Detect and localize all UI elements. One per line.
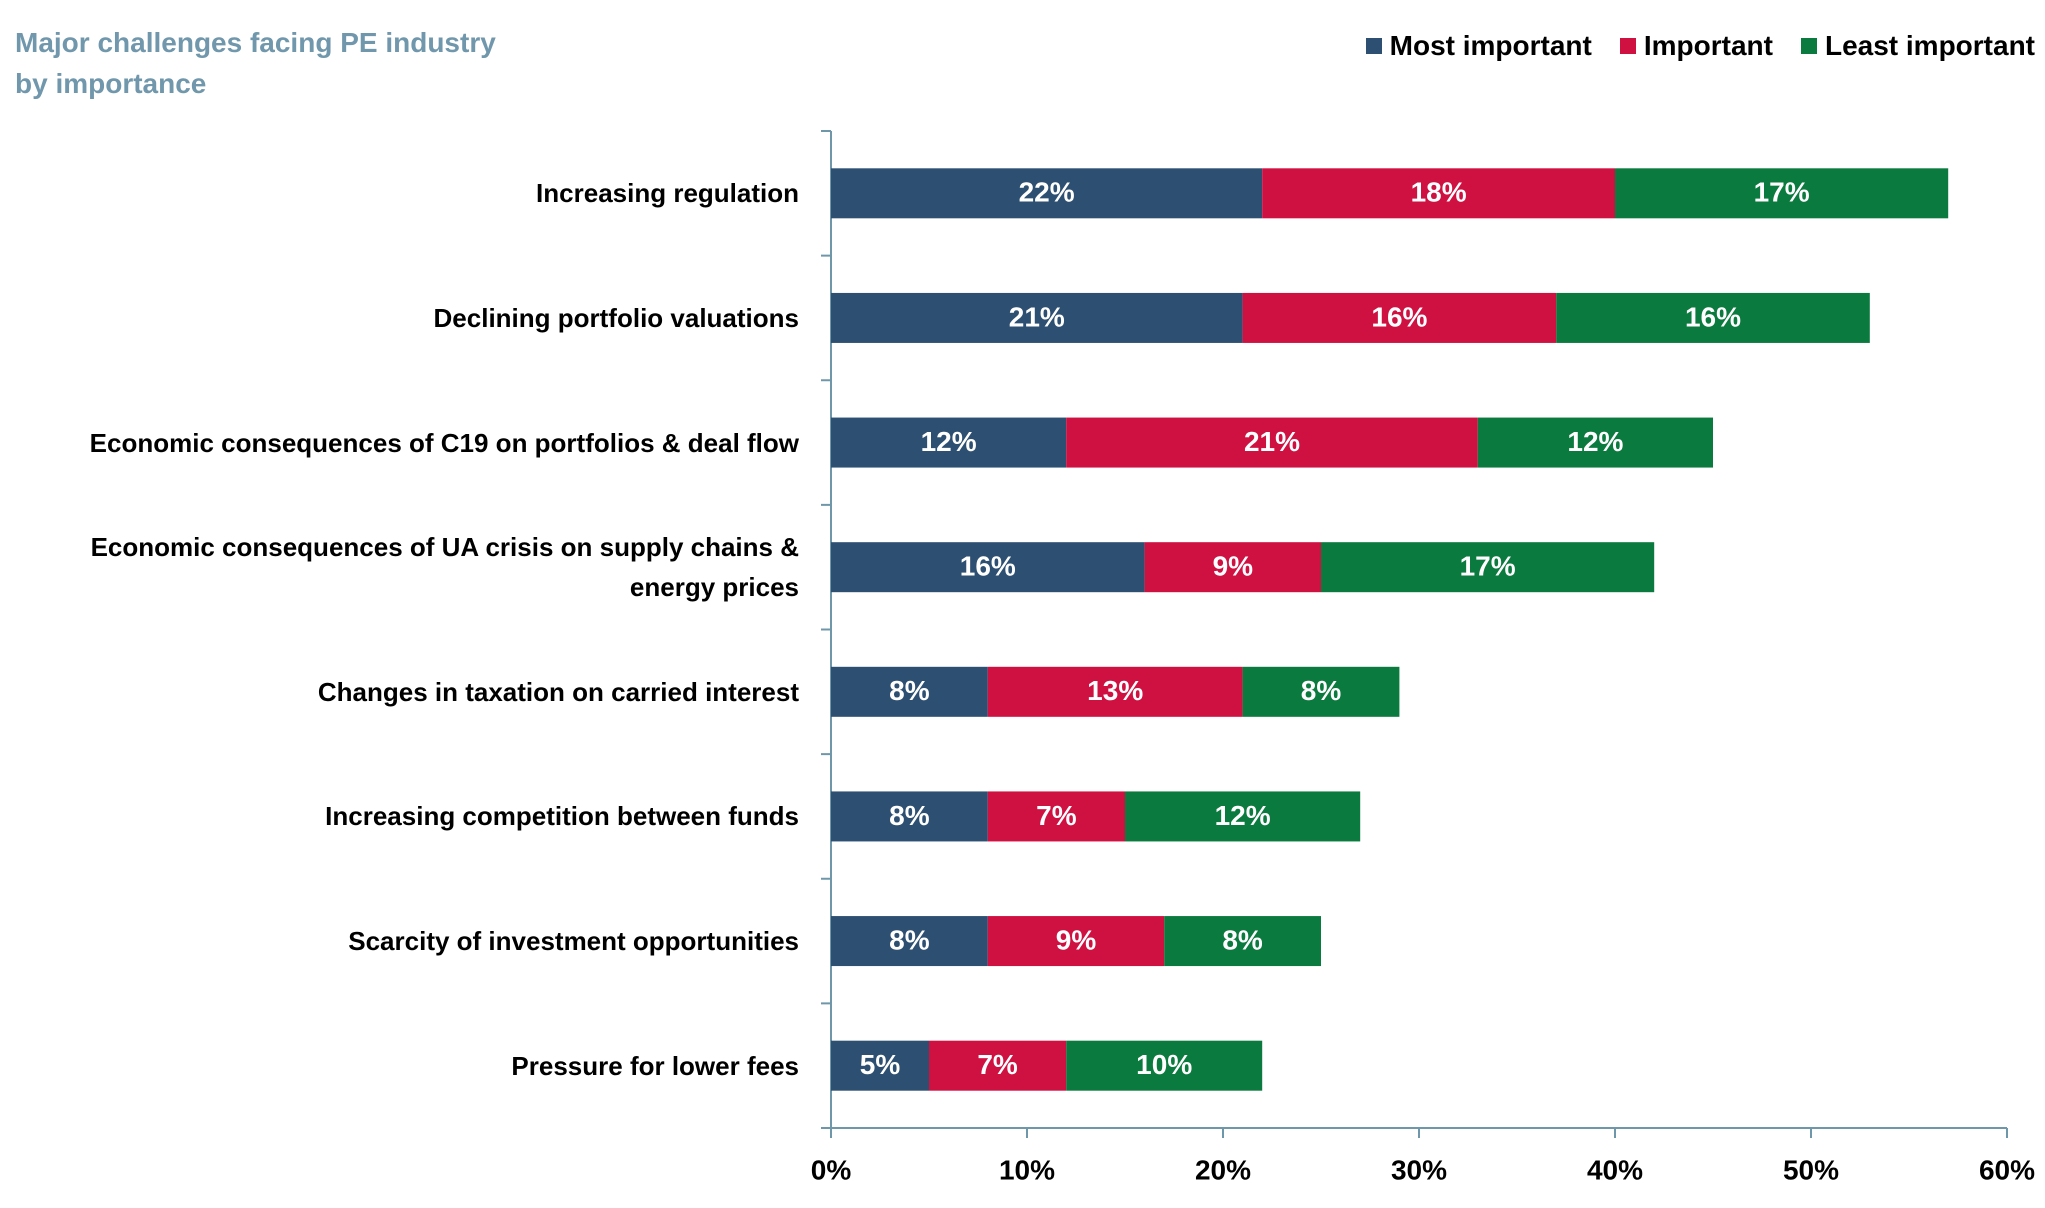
value-label: 5% [860,1049,901,1080]
category-label: Pressure for lower fees [511,1050,799,1081]
value-label: 16% [1371,301,1427,332]
bar-segment [831,168,1263,219]
x-tick-label: 60% [1979,1154,2035,1185]
value-label: 8% [1222,924,1263,955]
legend: Most important Important Least important [1365,30,2035,62]
legend-item: Important [1619,30,1773,62]
category-label: Economic consequences of C19 on portfoli… [89,427,799,458]
legend-item: Least important [1800,30,2035,62]
value-label: 16% [1685,301,1741,332]
value-label: 8% [889,675,930,706]
bar-segment [1615,168,1949,219]
value-label: 21% [1244,426,1300,457]
bar-segment [929,1040,1067,1091]
value-label: 21% [1009,301,1065,332]
bar-segment [1242,666,1400,717]
category-label: Increasing competition between funds [325,801,799,832]
legend-label: Important [1643,30,1773,61]
bar-segment [1242,292,1557,343]
bar-segment [831,916,988,967]
bar-segment [1477,417,1713,468]
value-label: 8% [889,924,930,955]
chart-title: Major challenges facing PE industry by i… [15,27,496,99]
value-label: 16% [960,551,1016,582]
x-tick-label: 40% [1587,1154,1643,1185]
bar-segment [1321,542,1655,593]
bar-segment [1556,292,1870,343]
x-tick-label: 20% [1195,1154,1251,1185]
category-label: Declining portfolio valuations [433,302,799,333]
bar-segment [1066,1040,1263,1091]
value-label: 8% [889,800,930,831]
bar-segment [831,417,1067,468]
value-label: 9% [1213,551,1254,582]
legend-swatch [1365,38,1382,54]
value-label: 18% [1411,177,1467,208]
legend-item: Most important [1365,30,1592,62]
value-label: 9% [1056,924,1097,955]
x-tick-label: 50% [1783,1154,1839,1185]
legend-swatch [1619,38,1636,54]
legend-label: Least important [1824,30,2035,61]
value-label: 12% [1215,800,1271,831]
bar-segment [831,1040,929,1091]
value-label: 13% [1087,675,1143,706]
value-label: 12% [921,426,977,457]
bar-segment [831,542,1145,593]
value-label: 17% [1460,551,1516,582]
value-label: 8% [1301,675,1342,706]
x-tick-label: 10% [999,1154,1055,1185]
value-label: 7% [1036,800,1077,831]
value-label: 17% [1754,177,1810,208]
bar-segment [987,666,1243,717]
bar-segment [1144,542,1321,593]
value-label: 7% [977,1049,1018,1080]
bar-segment [987,791,1125,842]
category-label: Increasing regulation [536,178,799,209]
bar-segment [1164,916,1321,967]
x-tick-label: 30% [1391,1154,1447,1185]
x-tick-label: 0% [811,1154,852,1185]
bar-segment [831,292,1243,343]
category-label: Economic consequences of UA crisis on su… [90,532,799,603]
category-label: Scarcity of investment opportunities [348,926,799,957]
value-label: 22% [1019,177,1075,208]
bar-segment [1066,417,1478,468]
bar-segment [987,916,1165,967]
value-label: 10% [1136,1049,1192,1080]
legend-label: Most important [1389,30,1592,61]
legend-swatch [1800,38,1817,54]
bar-segment [1125,791,1361,842]
bar-segment [831,791,988,842]
category-label: Changes in taxation on carried interest [317,676,799,707]
bar-segment [1262,168,1615,219]
bar-segment [831,666,988,717]
value-label: 12% [1567,426,1623,457]
